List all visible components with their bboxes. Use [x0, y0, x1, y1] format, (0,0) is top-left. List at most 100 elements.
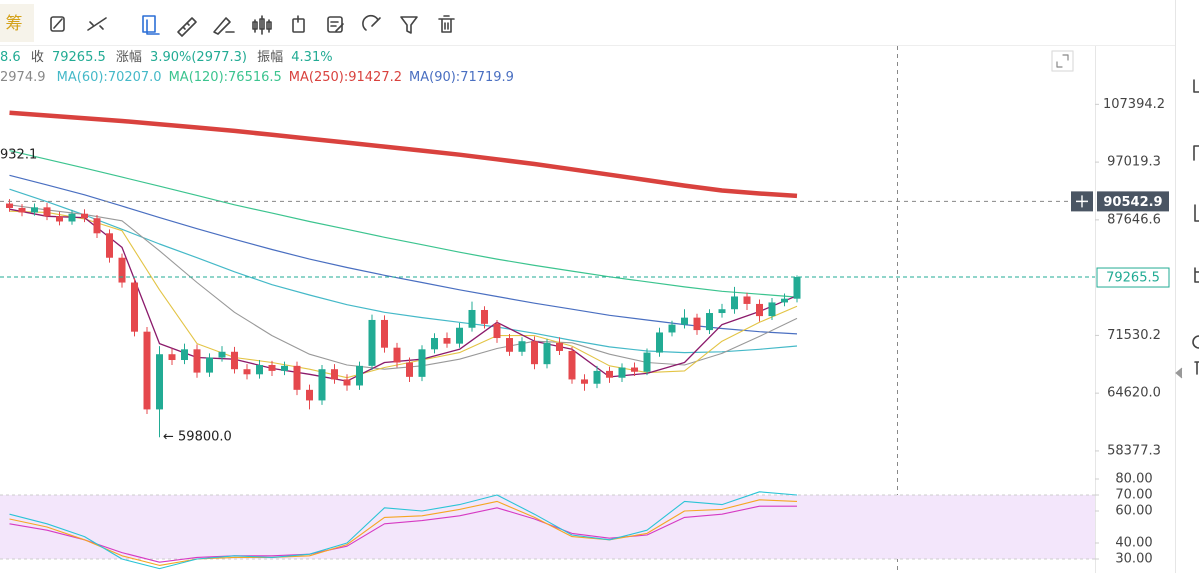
header-change: 3.90%(2977.3) [150, 50, 247, 65]
candle-body [668, 324, 676, 333]
candle-body [243, 369, 251, 375]
header-change-label: 涨幅 [116, 50, 142, 65]
candle-body [43, 207, 51, 217]
candle-body [631, 367, 638, 372]
tool-icon[interactable] [400, 16, 418, 34]
candle-body [131, 282, 138, 332]
candle-body [56, 216, 63, 222]
header-amplitude-label: 振幅 [257, 50, 283, 65]
last-price-label: 79265.5 [1106, 271, 1160, 286]
candle-body [18, 207, 26, 213]
collapse-arrow[interactable] [1175, 367, 1183, 379]
candle-body [156, 354, 163, 410]
price-plot [0, 110, 1095, 438]
candle-body [331, 369, 338, 380]
crosshair-plus [1076, 195, 1088, 208]
tool-icon[interactable] [213, 17, 235, 35]
candle-body [543, 342, 551, 365]
candle-body [168, 354, 176, 361]
rsi-tick-label: 70.00 [1115, 488, 1152, 503]
candle-body [693, 317, 701, 331]
legend-entry: MA(60):70207.0 [57, 70, 162, 85]
y-tick-label: 97019.3 [1107, 155, 1161, 170]
candle-body [268, 365, 276, 371]
candle-body [518, 341, 526, 352]
candle-body [606, 370, 613, 378]
candle-body [456, 327, 463, 344]
badge[interactable]: 筹 [6, 14, 23, 34]
tool-icon[interactable] [362, 14, 381, 31]
candle-body [756, 303, 763, 317]
candle-body [218, 351, 226, 358]
tool-icon[interactable] [177, 17, 197, 37]
y-tick-label: 64620.0 [1107, 386, 1161, 401]
ma-line [9, 204, 798, 370]
sidebar-icon[interactable] [1194, 361, 1199, 375]
candle-body [143, 331, 151, 410]
header-low: 8.6 [0, 50, 21, 65]
annotation: 932.1 [0, 148, 37, 163]
candle-body [431, 338, 438, 350]
tool-icon[interactable] [327, 16, 344, 33]
sidebar-icon[interactable] [1193, 79, 1199, 93]
tool-icon[interactable] [292, 15, 305, 33]
rsi-plot [0, 491, 1095, 570]
sidebar-icon[interactable] [1193, 145, 1199, 161]
last-price-box [1096, 267, 1170, 288]
ma-line [9, 110, 798, 199]
candle-body [481, 309, 488, 324]
candle-body [718, 309, 726, 314]
sidebar-icons [1192, 79, 1199, 375]
candle-body [706, 313, 713, 331]
rsi-line [9, 491, 798, 570]
rsi-tick-label: 30.00 [1115, 552, 1152, 567]
sidebar-icon[interactable] [1192, 335, 1199, 349]
tool-icon[interactable] [142, 15, 160, 35]
candle-body [643, 352, 651, 372]
sidebar-icon[interactable] [1194, 204, 1199, 222]
candle-body [256, 365, 263, 375]
tool-icon[interactable] [87, 17, 107, 31]
tool-icon[interactable] [438, 15, 455, 33]
tool-icon[interactable] [50, 16, 65, 32]
y-tick-label: 58377.3 [1107, 443, 1161, 458]
candle-body [743, 296, 751, 304]
candle-body [318, 369, 326, 401]
rsi-tick-label: 60.00 [1115, 504, 1152, 519]
rsi-line [9, 499, 798, 566]
rsi-tick-label: 80.00 [1115, 472, 1152, 487]
sidebar-icon[interactable] [1194, 267, 1199, 283]
ma-line [9, 210, 798, 379]
candle-body [593, 370, 601, 384]
tool-icon[interactable] [252, 15, 272, 35]
candle-body [618, 367, 626, 378]
candle-body [406, 362, 413, 377]
ma-legend: 2974.9 MA(60):70207.0 MA(120):76516.5 MA(2… [0, 70, 514, 85]
candle-body [568, 350, 576, 380]
ma-line [9, 174, 798, 335]
crosshair-label: 90542.9 [1103, 195, 1162, 210]
header-line: 8.6 收 79265.5 涨幅 3.90%(2977.3) 振幅 4.31% [0, 50, 333, 65]
candle-body [356, 365, 363, 386]
badge-bg[interactable] [0, 4, 34, 42]
toolbar [0, 0, 1199, 45]
rsi-line [9, 505, 797, 563]
candle-body [393, 347, 401, 363]
ma-tail: 2974.9 [0, 70, 46, 85]
candle-body [531, 341, 538, 365]
candle-body [31, 207, 38, 213]
y-tick-label: 107394.2 [1103, 97, 1165, 112]
candle-body [81, 213, 88, 219]
expand-icon[interactable] [1051, 50, 1074, 72]
candle-body [506, 338, 513, 352]
candle-body [793, 277, 801, 299]
toolbar-icons [50, 14, 455, 37]
candle-body [306, 389, 313, 401]
candle-body [293, 365, 301, 390]
rsi-band [0, 495, 1095, 559]
candle-body [281, 365, 288, 371]
candle-body [443, 338, 451, 344]
candle-body [556, 342, 563, 351]
